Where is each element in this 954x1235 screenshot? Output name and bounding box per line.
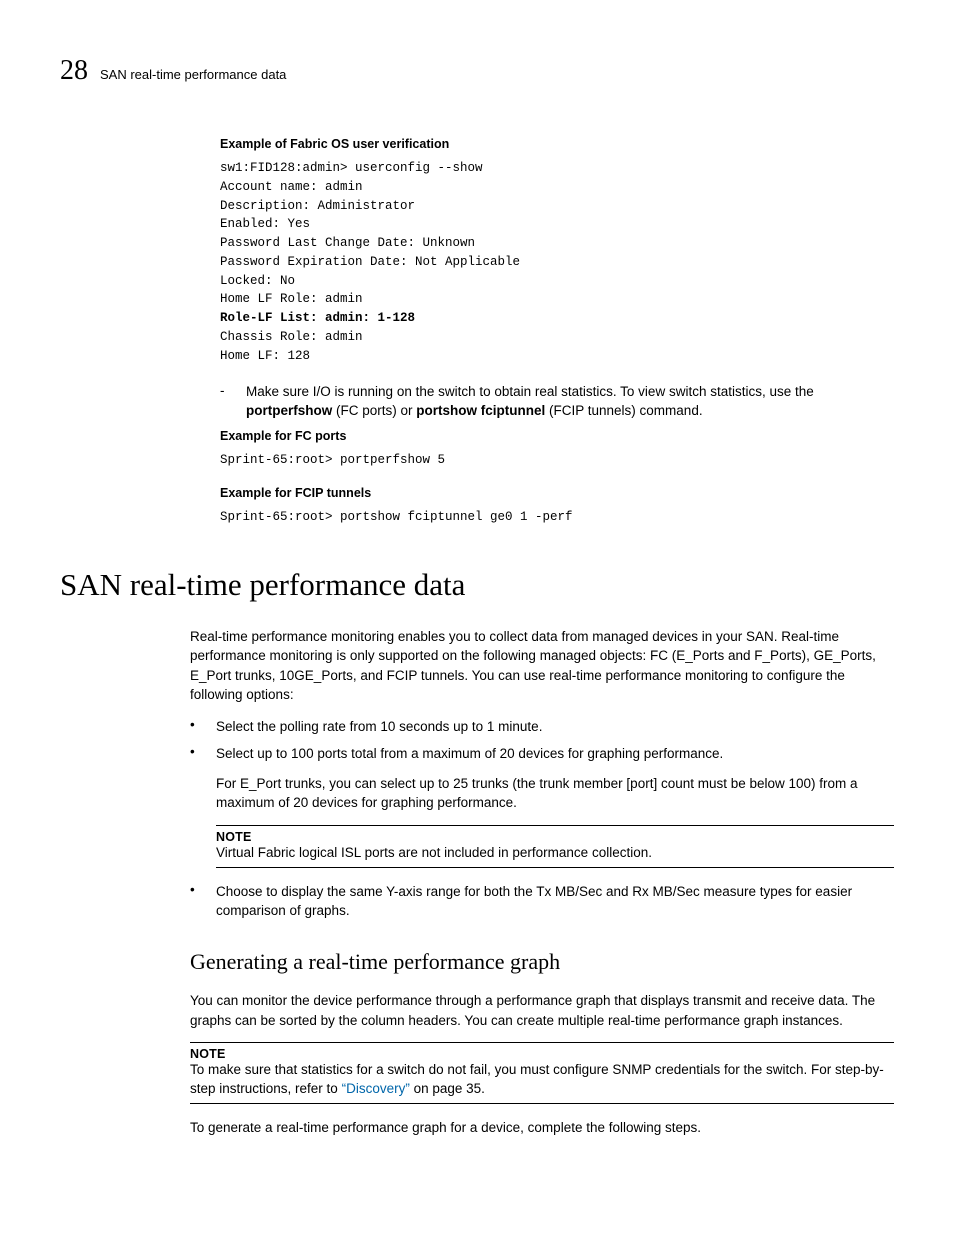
note-text: Virtual Fabric logical ISL ports are not… (216, 844, 894, 863)
code-line: Password Expiration Date: Not Applicable (220, 255, 520, 269)
body-paragraph: You can monitor the device performance t… (190, 991, 894, 1030)
dash-item-text: Make sure I/O is running on the switch t… (246, 383, 894, 421)
note-rule-top (190, 1042, 894, 1043)
code-line: Chassis Role: admin (220, 330, 363, 344)
code-line: Locked: No (220, 274, 295, 288)
code-block-1: sw1:FID128:admin> userconfig --show Acco… (220, 159, 894, 365)
bullet-dot: • (190, 717, 216, 737)
bullet-dot: • (190, 744, 216, 813)
command-name: portshow fciptunnel (416, 403, 545, 418)
section-heading: SAN real-time performance data (60, 567, 894, 603)
example-label-3: Example for FCIP tunnels (220, 486, 894, 500)
note-text-fragment: To make sure that statistics for a switc… (190, 1062, 884, 1096)
text-fragment: (FC ports) or (332, 403, 416, 418)
body-paragraph: To generate a real-time performance grap… (190, 1118, 894, 1138)
example-label-1: Example of Fabric OS user verification (220, 137, 894, 151)
dash-list-item: - Make sure I/O is running on the switch… (220, 383, 894, 421)
cross-reference-link[interactable]: “Discovery” (342, 1081, 410, 1096)
bullet-text-main: Select up to 100 ports total from a maxi… (216, 746, 723, 761)
note-block: NOTE Virtual Fabric logical ISL ports ar… (216, 825, 894, 868)
note-label: NOTE (216, 830, 894, 844)
intro-paragraph: Real-time performance monitoring enables… (190, 627, 894, 705)
bullet-subtext: For E_Port trunks, you can select up to … (216, 774, 894, 813)
note-block: NOTE To make sure that statistics for a … (190, 1042, 894, 1104)
bullet-dot: • (190, 882, 216, 921)
note-label: NOTE (190, 1047, 894, 1061)
bullet-item: • Choose to display the same Y-axis rang… (190, 882, 894, 921)
subsection-heading: Generating a real-time performance graph (190, 949, 894, 975)
code-block-3: Sprint-65:root> portshow fciptunnel ge0 … (220, 508, 894, 527)
text-fragment: Make sure I/O is running on the switch t… (246, 384, 814, 399)
example-label-2: Example for FC ports (220, 429, 894, 443)
chapter-number: 28 (60, 55, 88, 87)
code-line-bold: Role-LF List: admin: 1-128 (220, 311, 415, 325)
note-text-fragment: on page 35. (410, 1081, 485, 1096)
code-line: sw1:FID128:admin> userconfig --show (220, 161, 483, 175)
bullet-item: • Select the polling rate from 10 second… (190, 717, 894, 737)
code-line: Home LF: 128 (220, 349, 310, 363)
bullet-item: • Select up to 100 ports total from a ma… (190, 744, 894, 813)
code-line: Account name: admin (220, 180, 363, 194)
code-line: Password Last Change Date: Unknown (220, 236, 475, 250)
note-text: To make sure that statistics for a switc… (190, 1061, 894, 1099)
code-line: Description: Administrator (220, 199, 415, 213)
bullet-text: Select up to 100 ports total from a maxi… (216, 744, 894, 813)
code-line: Enabled: Yes (220, 217, 310, 231)
note-rule-top (216, 825, 894, 826)
bullet-text: Choose to display the same Y-axis range … (216, 882, 894, 921)
code-line: Home LF Role: admin (220, 292, 363, 306)
running-header-title: SAN real-time performance data (100, 67, 286, 82)
note-rule-bottom (216, 867, 894, 868)
command-name: portperfshow (246, 403, 332, 418)
text-fragment: (FCIP tunnels) command. (545, 403, 702, 418)
dash-bullet: - (220, 383, 246, 421)
code-block-2: Sprint-65:root> portperfshow 5 (220, 451, 894, 470)
bullet-text: Select the polling rate from 10 seconds … (216, 717, 542, 737)
note-rule-bottom (190, 1103, 894, 1104)
